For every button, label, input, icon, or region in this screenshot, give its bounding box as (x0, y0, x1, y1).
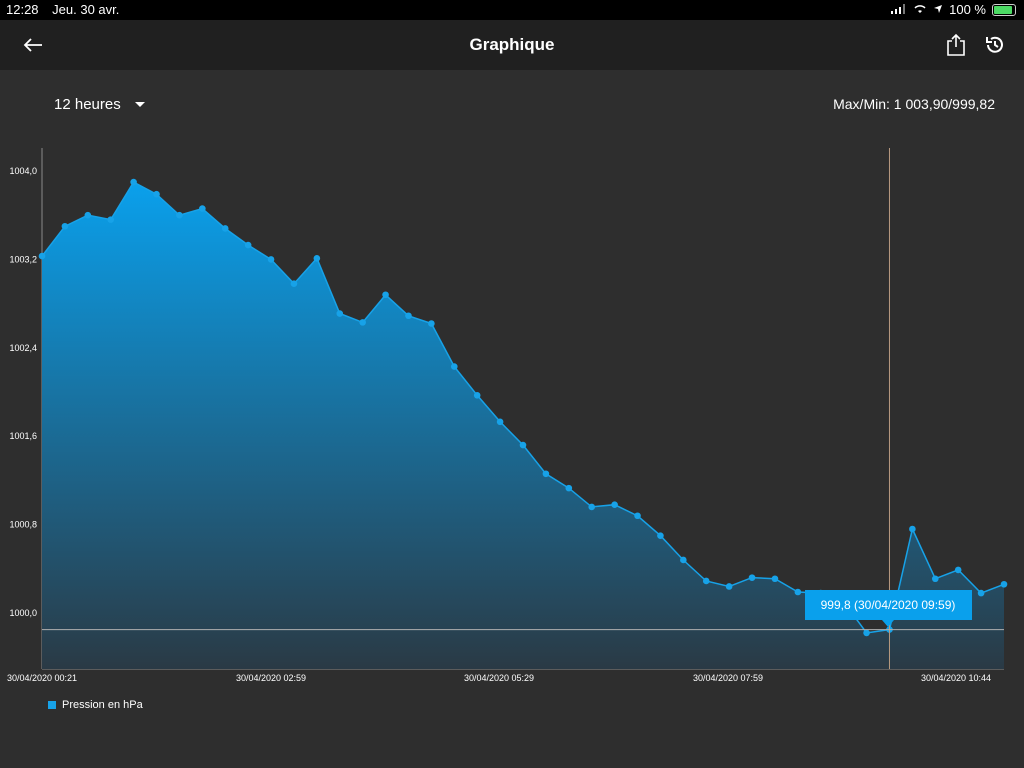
data-point[interactable] (863, 629, 870, 637)
x-tick-label: 30/04/2020 00:21 (7, 673, 77, 683)
data-point[interactable] (634, 512, 641, 520)
data-point[interactable] (153, 190, 160, 198)
x-tick-label: 30/04/2020 10:44 (921, 673, 991, 683)
tooltip-text: 999,8 (30/04/2020 09:59) (821, 598, 956, 612)
legend: Pression en hPa (48, 699, 143, 711)
area-fill (42, 182, 1004, 669)
data-point[interactable] (176, 211, 183, 219)
data-point[interactable] (977, 589, 985, 597)
y-axis-ticks: 1004,0 1003,2 1002,4 1001,6 1000,8 1000,0 (9, 166, 37, 618)
data-point[interactable] (450, 363, 458, 370)
status-right: 100 % (891, 2, 1016, 17)
x-tick-label: 30/04/2020 02:59 (236, 673, 306, 683)
status-left: 12:28 Jeu. 30 avr. (6, 2, 129, 17)
data-point[interactable] (38, 252, 46, 260)
data-point[interactable] (748, 574, 756, 581)
tooltip-pointer (882, 620, 894, 627)
x-tick-label: 30/04/2020 05:29 (464, 673, 534, 683)
page-title: Graphique (469, 35, 555, 54)
y-tick-label: 1003,2 (9, 254, 37, 264)
data-point[interactable] (473, 392, 481, 399)
y-tick-label: 1002,4 (9, 343, 37, 353)
data-point[interactable] (359, 319, 366, 326)
data-point[interactable] (244, 241, 252, 249)
back-button[interactable] (18, 30, 48, 60)
data-point[interactable] (588, 503, 596, 511)
data-point[interactable] (954, 566, 962, 574)
data-point[interactable] (702, 577, 710, 585)
tooltip: 999,8 (30/04/2020 09:59) (805, 590, 972, 627)
data-point[interactable] (519, 441, 527, 449)
data-point[interactable] (336, 310, 344, 317)
data-point[interactable] (611, 501, 618, 509)
status-date: Jeu. 30 avr. (52, 2, 120, 17)
data-point[interactable] (84, 211, 92, 219)
chevron-down-icon (134, 102, 145, 107)
data-point[interactable] (680, 556, 687, 564)
period-label: 12 heures (54, 96, 121, 113)
history-icon (986, 36, 1003, 53)
share-icon (947, 33, 965, 56)
data-point[interactable] (61, 222, 69, 230)
history-button[interactable] (980, 30, 1010, 60)
y-tick-label: 1000,8 (9, 520, 37, 530)
arrow-left-icon (23, 38, 42, 52)
data-point[interactable] (313, 254, 321, 262)
x-axis-ticks: 30/04/2020 00:21 30/04/2020 02:59 30/04/20… (7, 673, 991, 683)
max-min-label: Max/Min: 1 003,90/999,82 (833, 96, 995, 112)
top-bar: Graphique (0, 20, 1024, 70)
data-point[interactable] (794, 588, 802, 596)
data-point[interactable] (382, 291, 389, 299)
data-point[interactable] (405, 312, 412, 320)
data-point[interactable] (565, 484, 573, 492)
data-point[interactable] (221, 225, 229, 232)
data-point[interactable] (909, 525, 916, 533)
legend-label: Pression en hPa (62, 699, 143, 711)
y-tick-label: 1004,0 (9, 166, 37, 176)
wifi-icon (913, 2, 927, 17)
location-icon (933, 2, 943, 17)
data-point[interactable] (931, 575, 939, 583)
y-tick-label: 1001,6 (9, 431, 37, 441)
data-point[interactable] (496, 418, 504, 426)
data-point[interactable] (267, 256, 275, 263)
legend-swatch (48, 701, 56, 709)
y-tick-label: 1000,0 (9, 608, 37, 618)
battery-icon (992, 3, 1016, 16)
data-point[interactable] (199, 205, 206, 212)
data-point[interactable] (428, 320, 435, 327)
tooltip-box (805, 590, 972, 620)
data-point[interactable] (1000, 580, 1008, 588)
data-point[interactable] (542, 470, 550, 478)
x-tick-label: 30/04/2020 07:59 (693, 673, 763, 683)
data-points (38, 178, 1008, 637)
battery-label: 100 % (949, 2, 986, 17)
signal-icon (891, 2, 907, 17)
data-point[interactable] (771, 575, 779, 583)
status-bar: 12:28 Jeu. 30 avr. 100 % (0, 0, 1024, 20)
data-point[interactable] (290, 280, 298, 288)
period-select[interactable]: 12 heures (54, 96, 145, 113)
share-button[interactable] (941, 30, 971, 60)
data-point[interactable] (657, 532, 664, 539)
data-point[interactable] (725, 583, 733, 590)
data-point[interactable] (107, 216, 115, 223)
data-point[interactable] (130, 178, 137, 186)
status-time: 12:28 (6, 2, 39, 17)
